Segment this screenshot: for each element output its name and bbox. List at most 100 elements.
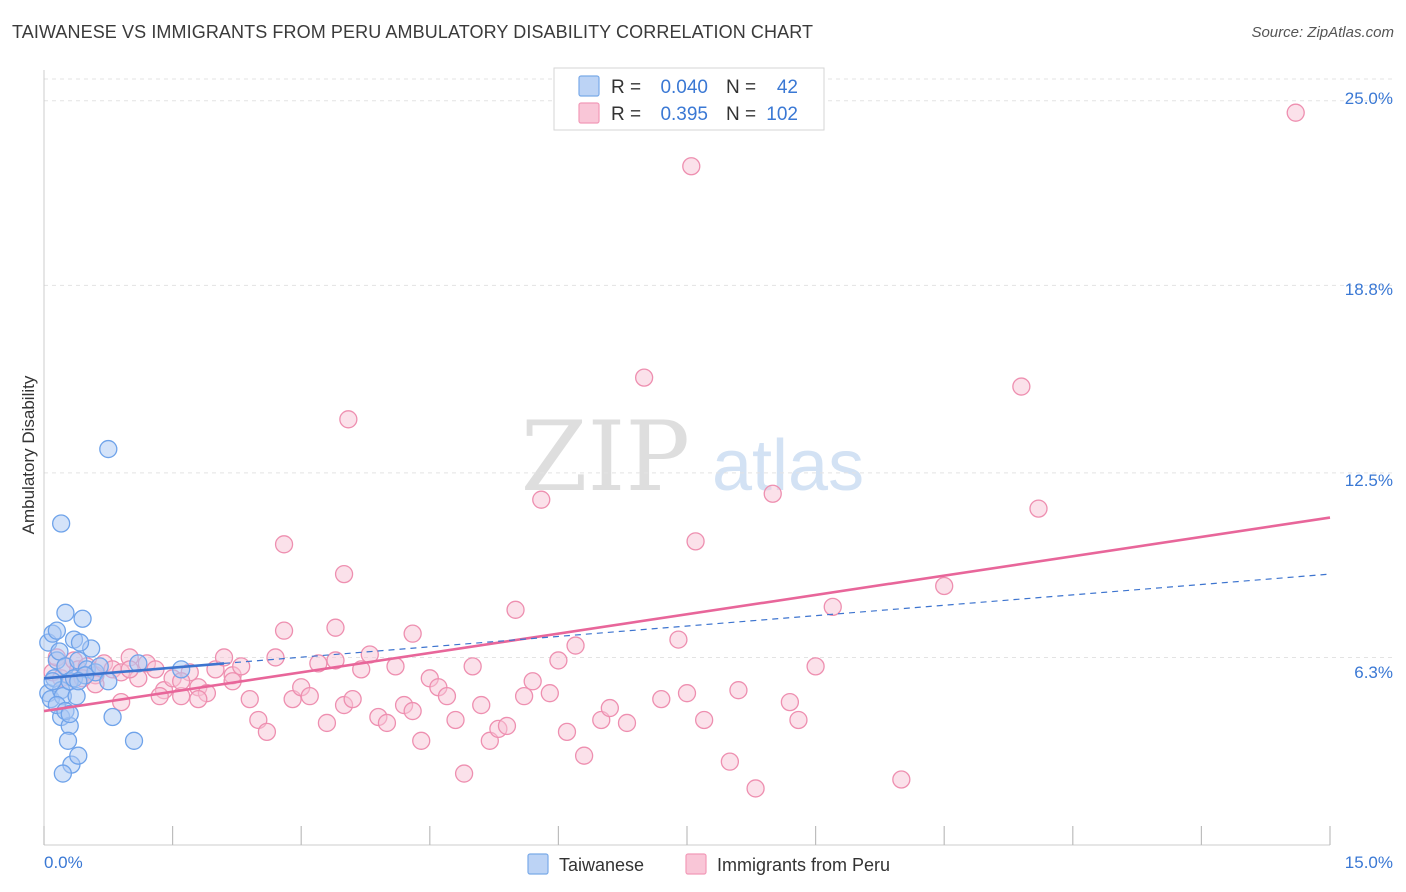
watermark-zip: ZIP [521, 401, 690, 513]
peru-point [532, 490, 551, 509]
data-points [39, 103, 1305, 798]
peru-point [823, 597, 842, 616]
peru-point [574, 746, 594, 765]
taiwanese-point [99, 672, 118, 691]
peru-point [600, 698, 619, 718]
peru-point [789, 710, 808, 730]
peru-point [634, 368, 654, 387]
taiwanese-point [73, 609, 92, 628]
peru-point [746, 779, 765, 798]
peru-point [514, 687, 534, 706]
peru-point [214, 648, 234, 667]
peru-point [935, 576, 954, 596]
taiwanese-point [53, 764, 73, 783]
peru-point [652, 689, 671, 709]
peru-point [339, 410, 358, 429]
peru-point [566, 636, 585, 655]
peru-point [266, 648, 285, 667]
peru-point [1286, 103, 1305, 122]
peru-point [780, 692, 800, 712]
legend-label-taiwanese: Taiwanese [559, 855, 644, 875]
peru-point [454, 764, 474, 783]
taiwanese-trend-line [43, 662, 225, 680]
peru-point [806, 657, 825, 676]
peru-point [300, 687, 319, 706]
peru-point [694, 710, 714, 730]
legend-swatch-peru [685, 853, 707, 875]
peru-point [682, 157, 701, 176]
chart-source: Source: ZipAtlas.com [1251, 24, 1394, 41]
stats-n-label: N = [726, 77, 756, 98]
peru-point [150, 687, 169, 706]
taiwanese-point [172, 660, 191, 679]
watermark: ZIP atlas [521, 401, 864, 513]
x-tick-label-max: 15.0% [1345, 853, 1393, 872]
taiwanese-point [129, 654, 148, 673]
peru-point [540, 684, 559, 703]
peru-point [232, 657, 251, 676]
peru-point [437, 687, 457, 706]
chart-title: TAIWANESE VS IMMIGRANTS FROM PERU AMBULA… [12, 22, 814, 42]
y-tick-label: 25.0% [1345, 89, 1393, 108]
peru-trend-line [43, 516, 1331, 713]
taiwanese-point [124, 731, 144, 750]
peru-point [523, 672, 542, 691]
peru-point [240, 689, 259, 709]
stats-n-label: N = [726, 104, 756, 125]
peru-point [506, 600, 525, 619]
peru-point [326, 618, 345, 637]
gridlines [44, 78, 1392, 658]
peru-point [334, 564, 354, 584]
stats-swatch-taiwanese [578, 75, 600, 97]
legend-swatch-taiwanese [527, 853, 549, 875]
y-axis-title: Ambulatory Disability [19, 375, 38, 534]
legend: Taiwanese Immigrants from Peru [527, 853, 890, 875]
peru-point [729, 681, 748, 700]
peru-point [403, 701, 422, 721]
y-tick-label: 18.8% [1345, 280, 1393, 299]
peru-point [326, 651, 345, 670]
stats-box: R = 0.040 N = 42 R = 0.395 N = 102 [553, 67, 825, 131]
peru-point [763, 484, 782, 503]
taiwanese-point [47, 621, 67, 640]
peru-point [1012, 377, 1031, 396]
peru-point [343, 689, 362, 709]
stats-r-label: R = [611, 104, 641, 125]
peru-point [403, 624, 422, 643]
stats-r-label: R = [611, 77, 641, 98]
peru-point [720, 752, 740, 771]
peru-point [549, 651, 568, 670]
taiwanese-point [56, 603, 75, 622]
peru-point [463, 657, 482, 676]
peru-point [412, 731, 431, 750]
peru-point [677, 684, 697, 703]
peru-point [686, 532, 705, 551]
y-tick-labels: 25.0% 18.8% 12.5% 6.3% [1345, 89, 1393, 682]
legend-label-peru: Immigrants from Peru [717, 855, 890, 875]
stats-n-value: 42 [777, 77, 798, 98]
peru-point [377, 713, 397, 733]
taiwanese-point [43, 672, 62, 691]
peru-point [189, 689, 208, 709]
y-tick-label: 12.5% [1345, 471, 1393, 490]
peru-point [497, 716, 517, 736]
stats-r-value: 0.040 [660, 77, 708, 98]
peru-point [274, 621, 294, 640]
peru-point [317, 713, 337, 733]
watermark-atlas: atlas [712, 426, 864, 506]
taiwanese-point [51, 514, 71, 533]
taiwanese-point [99, 439, 118, 459]
peru-point [892, 770, 911, 789]
stats-n-value: 102 [766, 104, 798, 125]
peru-point [386, 657, 405, 676]
peru-point [557, 722, 577, 742]
taiwanese-trend-extension [223, 573, 1331, 665]
y-tick-label: 6.3% [1354, 663, 1393, 682]
stats-r-value: 0.395 [660, 104, 708, 125]
x-minor-ticks [43, 826, 1331, 845]
peru-point [274, 535, 294, 554]
peru-point [669, 630, 688, 649]
peru-point [257, 722, 277, 742]
